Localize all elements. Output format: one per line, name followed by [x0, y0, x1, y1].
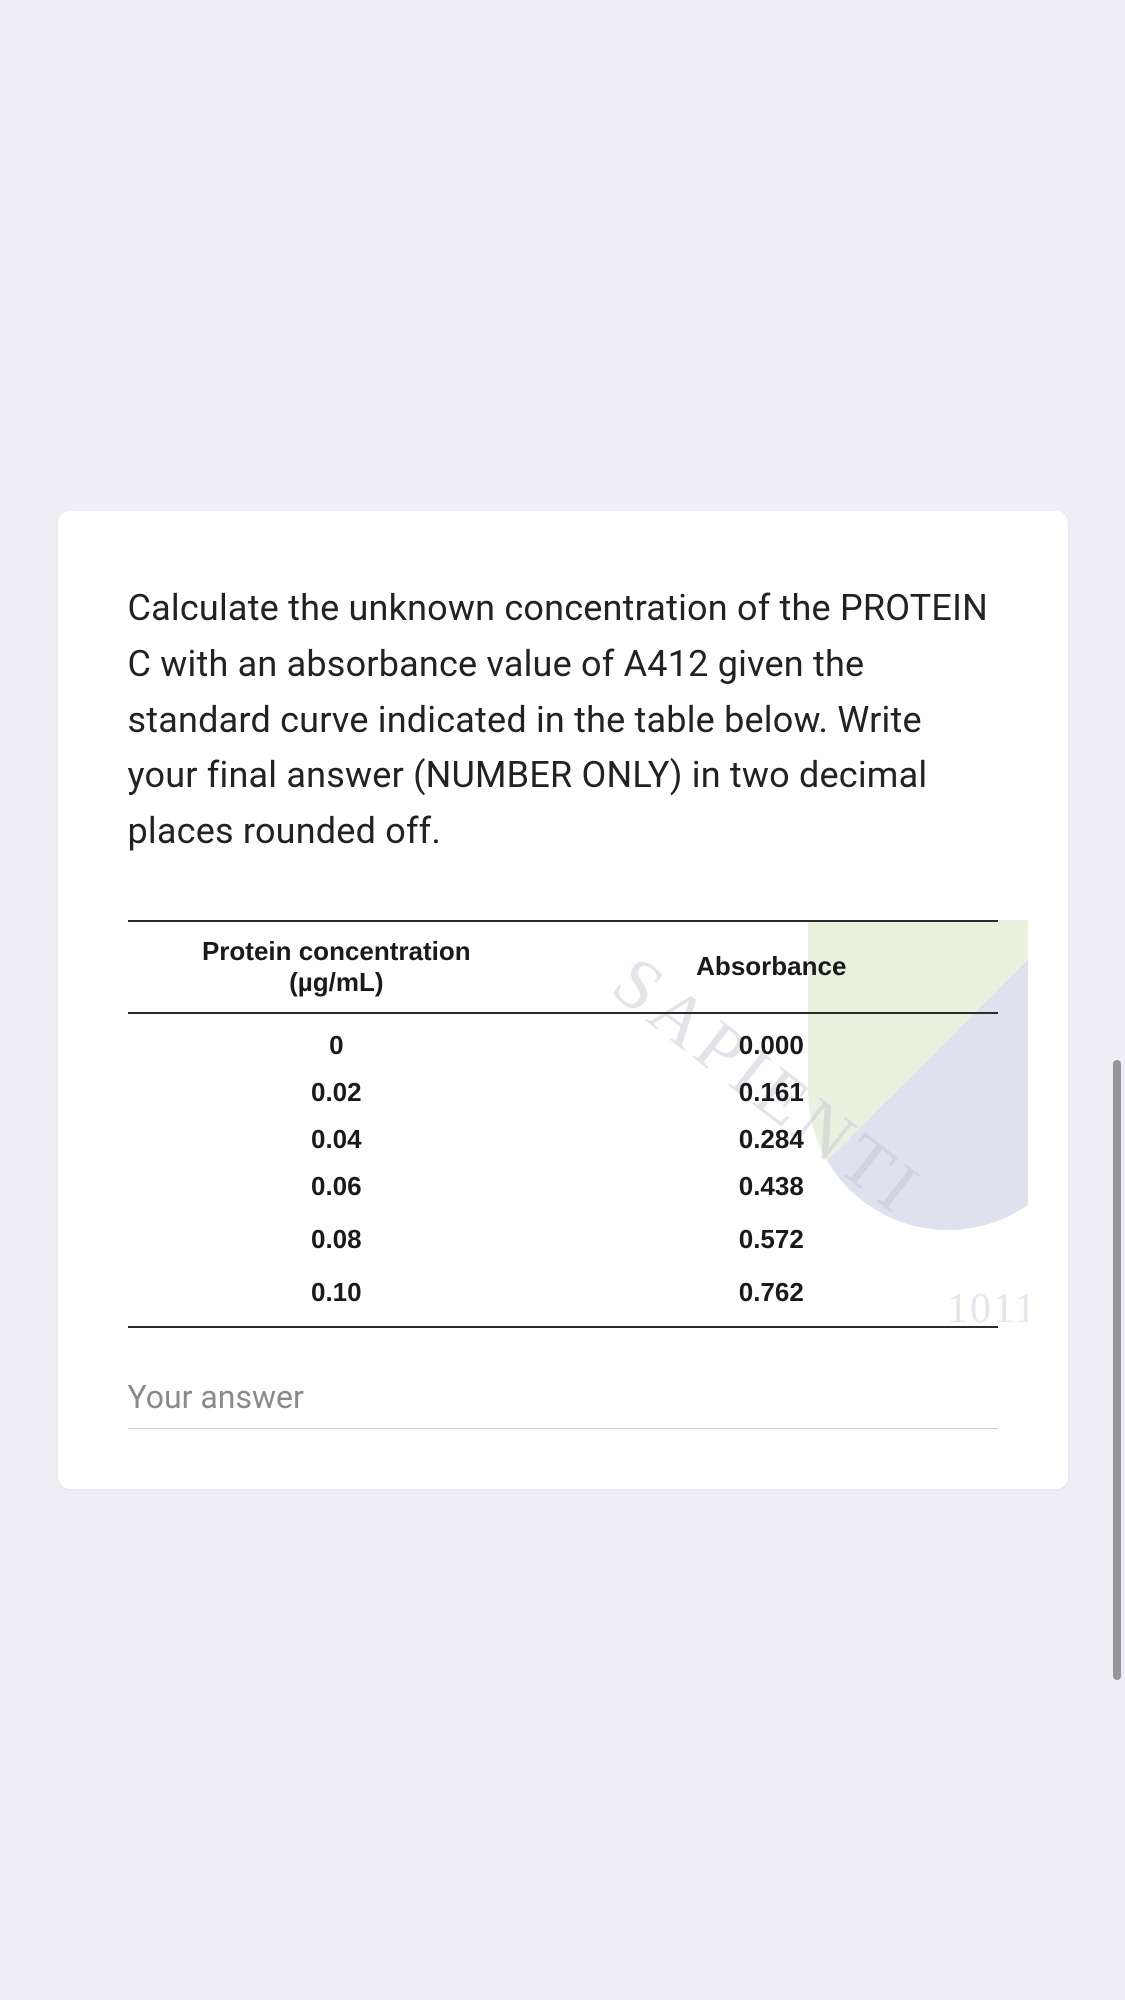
- table-wrapper: SAPIENTI 1011 Protein concentration (µg/…: [128, 920, 998, 1328]
- scrollbar[interactable]: [1113, 1060, 1121, 1680]
- cell-absorbance: 0.000: [545, 1013, 997, 1069]
- cell-absorbance: 0.161: [545, 1069, 997, 1116]
- cell-concentration: 0.04: [128, 1116, 546, 1163]
- table-row: 0.02 0.161: [128, 1069, 998, 1116]
- cell-absorbance: 0.762: [545, 1263, 997, 1327]
- cell-concentration: 0.02: [128, 1069, 546, 1116]
- column-header-concentration: Protein concentration (µg/mL): [128, 921, 546, 1013]
- cell-concentration: 0.08: [128, 1210, 546, 1263]
- cell-absorbance: 0.438: [545, 1163, 997, 1210]
- cell-concentration: 0.10: [128, 1263, 546, 1327]
- answer-field-wrapper: [128, 1378, 998, 1429]
- table-row: 0.10 0.762: [128, 1263, 998, 1327]
- cell-absorbance: 0.572: [545, 1210, 997, 1263]
- table-row: 0.06 0.438: [128, 1163, 998, 1210]
- table-body: 0 0.000 0.02 0.161 0.04 0.284 0.06 0.438…: [128, 1013, 998, 1327]
- column-label: Absorbance: [696, 951, 846, 981]
- cell-concentration: 0.06: [128, 1163, 546, 1210]
- question-card: Calculate the unknown concentration of t…: [58, 511, 1068, 1489]
- column-header-absorbance: Absorbance: [545, 921, 997, 1013]
- column-label: Protein concentration: [202, 936, 471, 966]
- column-unit: (µg/mL): [136, 967, 538, 998]
- table-row: 0 0.000: [128, 1013, 998, 1069]
- table-header-row: Protein concentration (µg/mL) Absorbance: [128, 921, 998, 1013]
- table-row: 0.04 0.284: [128, 1116, 998, 1163]
- cell-concentration: 0: [128, 1013, 546, 1069]
- standard-curve-table: Protein concentration (µg/mL) Absorbance…: [128, 920, 998, 1328]
- cell-absorbance: 0.284: [545, 1116, 997, 1163]
- question-text: Calculate the unknown concentration of t…: [128, 581, 998, 860]
- table-row: 0.08 0.572: [128, 1210, 998, 1263]
- answer-input[interactable]: [128, 1378, 998, 1416]
